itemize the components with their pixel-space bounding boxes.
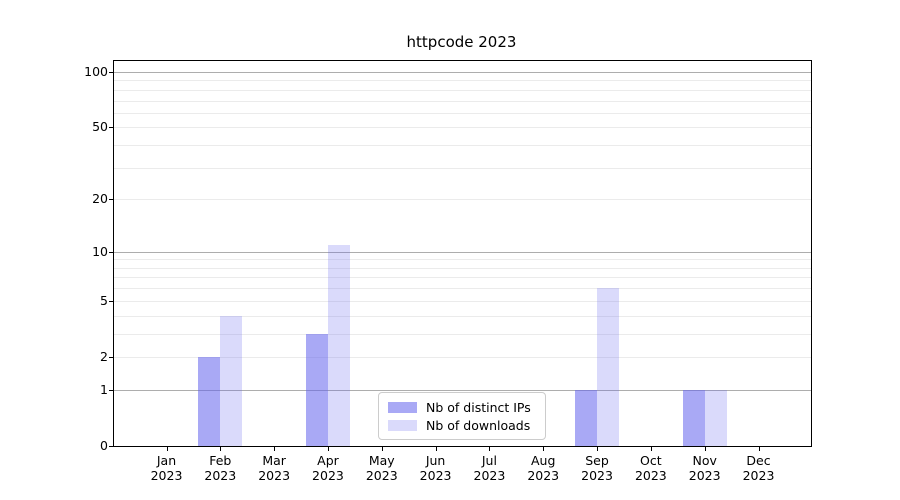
gridline-minor-40 bbox=[114, 145, 811, 147]
x-tick-label-feb-2023: Feb 2023 bbox=[204, 453, 237, 483]
y-tick-label-2: 2 bbox=[100, 348, 108, 364]
gridline-minor-6 bbox=[114, 288, 811, 290]
gridline-minor-80 bbox=[114, 89, 811, 91]
bar-nb-of-downloads-nov-2023 bbox=[704, 389, 727, 446]
x-tick-label-jul-2023: Jul 2023 bbox=[473, 453, 506, 483]
gridline-major-1 bbox=[114, 389, 811, 391]
bar-nb-of-downloads-sep-2023 bbox=[597, 288, 620, 446]
gridline-minor-4 bbox=[114, 315, 811, 317]
x-tick-aug-2023 bbox=[543, 446, 545, 451]
legend: Nb of distinct IPs Nb of downloads bbox=[378, 392, 546, 440]
gridline-minor-2 bbox=[114, 356, 811, 358]
y-tick-label-20: 20 bbox=[92, 191, 108, 207]
gridline-minor-60 bbox=[114, 112, 811, 114]
y-tick-label-5: 5 bbox=[100, 292, 108, 308]
x-tick-apr-2023 bbox=[327, 446, 329, 451]
x-tick-label-apr-2023: Apr 2023 bbox=[312, 453, 344, 483]
x-tick-jan-2023 bbox=[166, 446, 168, 451]
y-tick-1 bbox=[109, 389, 114, 391]
x-tick-may-2023 bbox=[381, 446, 383, 451]
y-tick-label-50: 50 bbox=[92, 119, 108, 135]
gridline-minor-70 bbox=[114, 100, 811, 102]
gridline-major-10 bbox=[114, 251, 811, 253]
x-tick-dec-2023 bbox=[758, 446, 760, 451]
y-tick-label-10: 10 bbox=[92, 243, 108, 259]
x-tick-label-sep-2023: Sep 2023 bbox=[581, 453, 613, 483]
gridline-minor-30 bbox=[114, 167, 811, 169]
bar-nb-of-distinct-ips-nov-2023 bbox=[682, 389, 705, 446]
y-tick-0 bbox=[109, 446, 114, 447]
x-tick-oct-2023 bbox=[650, 446, 652, 451]
gridline-major-100 bbox=[114, 72, 811, 73]
bar-nb-of-downloads-apr-2023 bbox=[327, 244, 350, 446]
gridline-minor-9 bbox=[114, 259, 811, 261]
legend-label-downloads: Nb of downloads bbox=[426, 417, 531, 433]
x-tick-label-jan-2023: Jan 2023 bbox=[150, 453, 183, 483]
gridline-minor-90 bbox=[114, 80, 811, 82]
y-tick-2 bbox=[109, 356, 114, 358]
y-tick-10 bbox=[109, 251, 114, 253]
gridline-minor-5 bbox=[114, 300, 811, 302]
plot-area: Nb of distinct IPs Nb of downloads 0 1 2 5 1… bbox=[84, 60, 812, 483]
x-tick-feb-2023 bbox=[220, 446, 222, 451]
y-tick-5 bbox=[109, 300, 114, 302]
x-tick-label-oct-2023: Oct 2023 bbox=[634, 453, 667, 483]
gridline-minor-50 bbox=[114, 127, 811, 129]
x-tick-mar-2023 bbox=[274, 446, 276, 451]
x-tick-label-dec-2023: Dec 2023 bbox=[742, 453, 775, 483]
y-tick-100 bbox=[109, 72, 114, 73]
x-tick-jun-2023 bbox=[435, 446, 437, 451]
chart-title: httpcode 2023 bbox=[406, 33, 517, 51]
x-tick-label-mar-2023: Mar 2023 bbox=[258, 453, 291, 483]
legend-label-distinct-ips: Nb of distinct IPs bbox=[426, 399, 531, 415]
y-tick-20 bbox=[109, 199, 114, 201]
x-tick-label-nov-2023: Nov 2023 bbox=[688, 453, 721, 483]
x-tick-sep-2023 bbox=[597, 446, 599, 451]
legend-swatch-downloads bbox=[388, 419, 417, 431]
y-tick-label-100: 100 bbox=[84, 64, 108, 79]
legend-item-downloads: Nb of downloads bbox=[388, 416, 536, 434]
y-tick-label-0: 0 bbox=[100, 438, 108, 453]
legend-item-distinct-ips: Nb of distinct IPs bbox=[388, 398, 536, 416]
x-tick-jul-2023 bbox=[489, 446, 491, 451]
bar-nb-of-distinct-ips-sep-2023 bbox=[575, 389, 598, 446]
legend-swatch-distinct-ips bbox=[388, 401, 417, 413]
x-tick-label-jun-2023: Jun 2023 bbox=[419, 453, 452, 483]
y-tick-label-1: 1 bbox=[100, 381, 108, 397]
x-tick-label-may-2023: May 2023 bbox=[365, 453, 398, 483]
gridline-minor-3 bbox=[114, 333, 811, 335]
x-tick-label-aug-2023: Aug 2023 bbox=[527, 453, 560, 483]
bar-nb-of-distinct-ips-feb-2023 bbox=[198, 356, 221, 446]
bar-nb-of-downloads-feb-2023 bbox=[220, 315, 243, 446]
y-tick-50 bbox=[109, 127, 114, 129]
gridline-minor-7 bbox=[114, 277, 811, 279]
bar-nb-of-distinct-ips-apr-2023 bbox=[305, 333, 328, 446]
gridline-minor-8 bbox=[114, 267, 811, 269]
gridline-minor-20 bbox=[114, 199, 811, 201]
x-tick-nov-2023 bbox=[704, 446, 706, 451]
